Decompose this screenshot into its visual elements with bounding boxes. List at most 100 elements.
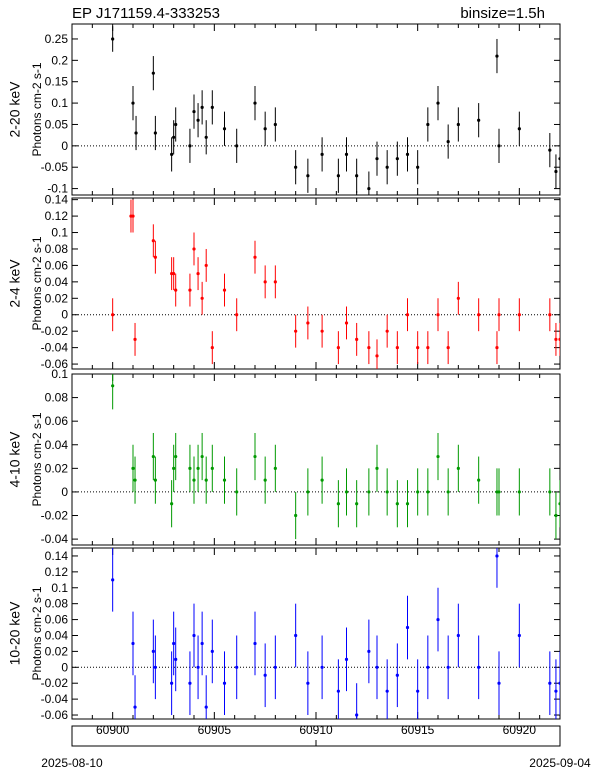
y-tick-label: 0.08 <box>45 597 69 611</box>
y-tick-label: 0 <box>61 485 68 499</box>
data-point <box>395 157 399 161</box>
y-tick-label: 0.02 <box>45 291 69 305</box>
points <box>111 199 560 369</box>
data-point <box>306 681 310 685</box>
data-point <box>497 490 501 494</box>
data-point <box>204 705 208 709</box>
data-point <box>344 490 349 494</box>
data-point <box>336 689 340 693</box>
y-tick-label: 0 <box>61 308 68 322</box>
y-tick-label: 0.12 <box>45 565 69 579</box>
data-point <box>405 502 410 506</box>
data-point <box>554 689 558 693</box>
x-tick-label: 60910 <box>299 723 333 737</box>
y-tick-label: -0.05 <box>41 160 69 174</box>
y-tick-label: 0.15 <box>45 75 69 89</box>
data-point <box>355 337 359 342</box>
data-point <box>253 255 257 259</box>
data-point <box>367 649 371 653</box>
data-point <box>263 280 267 284</box>
y-tick-label: -0.02 <box>41 676 69 690</box>
data-point <box>495 346 499 350</box>
panel-2: -0.04 -0.02 0 0.02 0.04 0.06 0.08 0.1 4-10 keV Ph… <box>7 367 561 546</box>
data-point <box>263 673 267 677</box>
data-point <box>111 578 115 582</box>
data-point <box>253 641 257 646</box>
data-point <box>426 490 430 494</box>
data-point <box>174 454 178 459</box>
data-point <box>306 321 310 325</box>
y-tick-label: 0.04 <box>45 438 69 452</box>
data-point <box>111 384 115 388</box>
data-point <box>153 255 157 259</box>
data-point <box>134 131 138 135</box>
panels: -0.1 -0.05 0 0.05 0.1 0.15 0.2 0.25 2-20 keV Phot… <box>7 23 561 737</box>
data-point <box>235 665 239 669</box>
y-tick-label: -0.06 <box>41 708 69 722</box>
y-tick-label: -0.04 <box>41 692 69 706</box>
data-point <box>210 105 214 109</box>
data-point <box>436 101 440 105</box>
data-point <box>172 135 176 139</box>
start-date-label: 2025-08-10 <box>41 756 103 770</box>
panel-3: -0.06 -0.04 -0.02 0 0.02 0.040.06 0.08 0.1 0.12 0… <box>7 547 561 737</box>
data-point <box>153 131 157 135</box>
data-point <box>131 214 135 218</box>
y-tick-label: -0.1 <box>47 182 68 196</box>
band-label: 2-4 keV <box>7 259 23 308</box>
ylabel: Photons cm-2 s-1 <box>30 236 44 330</box>
data-point <box>204 135 208 139</box>
data-point <box>416 346 420 350</box>
data-point <box>495 54 499 58</box>
panel-1: -0.06 -0.04 -0.02 0 0.02 0.04 0.06 0.08 0.1 0.12 0… <box>7 193 561 371</box>
data-point <box>196 272 200 276</box>
data-point <box>456 122 460 127</box>
data-point <box>558 502 560 506</box>
data-point <box>294 633 298 638</box>
data-point <box>200 105 204 109</box>
data-point <box>477 313 481 317</box>
data-point <box>188 288 192 292</box>
data-point <box>497 681 501 685</box>
panel-frame <box>71 197 561 370</box>
data-point <box>222 681 227 685</box>
data-point <box>151 649 155 653</box>
data-point <box>558 337 560 342</box>
points <box>111 374 560 540</box>
data-point <box>253 101 257 105</box>
data-point <box>222 288 227 292</box>
data-point <box>497 144 501 148</box>
data-point <box>170 502 174 506</box>
data-point <box>375 466 379 470</box>
y-tick-label: 0.1 <box>51 367 68 381</box>
data-point <box>548 490 552 494</box>
data-point <box>200 641 204 646</box>
data-point <box>188 144 192 148</box>
data-point <box>210 466 214 470</box>
y-tick-label: 0.06 <box>45 414 69 428</box>
data-point <box>192 478 196 482</box>
data-point <box>131 466 135 470</box>
data-point <box>306 490 310 494</box>
panel-frame <box>71 547 561 720</box>
data-point <box>172 272 176 276</box>
data-point <box>375 665 379 669</box>
data-point <box>111 313 115 317</box>
x-tick-label: 60900 <box>96 723 130 737</box>
data-point <box>344 657 349 661</box>
data-point <box>170 681 174 685</box>
data-point <box>456 296 460 300</box>
data-point <box>405 152 410 156</box>
ylabel: Photons cm-2 s-1 <box>30 586 44 680</box>
data-point <box>548 313 552 317</box>
data-point <box>151 71 155 75</box>
panel-frame <box>71 373 561 546</box>
band-label: 2-20 keV <box>7 81 23 138</box>
y-tick-label: 0.06 <box>45 613 69 627</box>
data-point <box>477 118 481 122</box>
data-point <box>210 649 214 653</box>
data-point <box>477 478 481 482</box>
data-point <box>253 454 257 459</box>
data-point <box>385 689 389 693</box>
data-point <box>235 313 239 317</box>
